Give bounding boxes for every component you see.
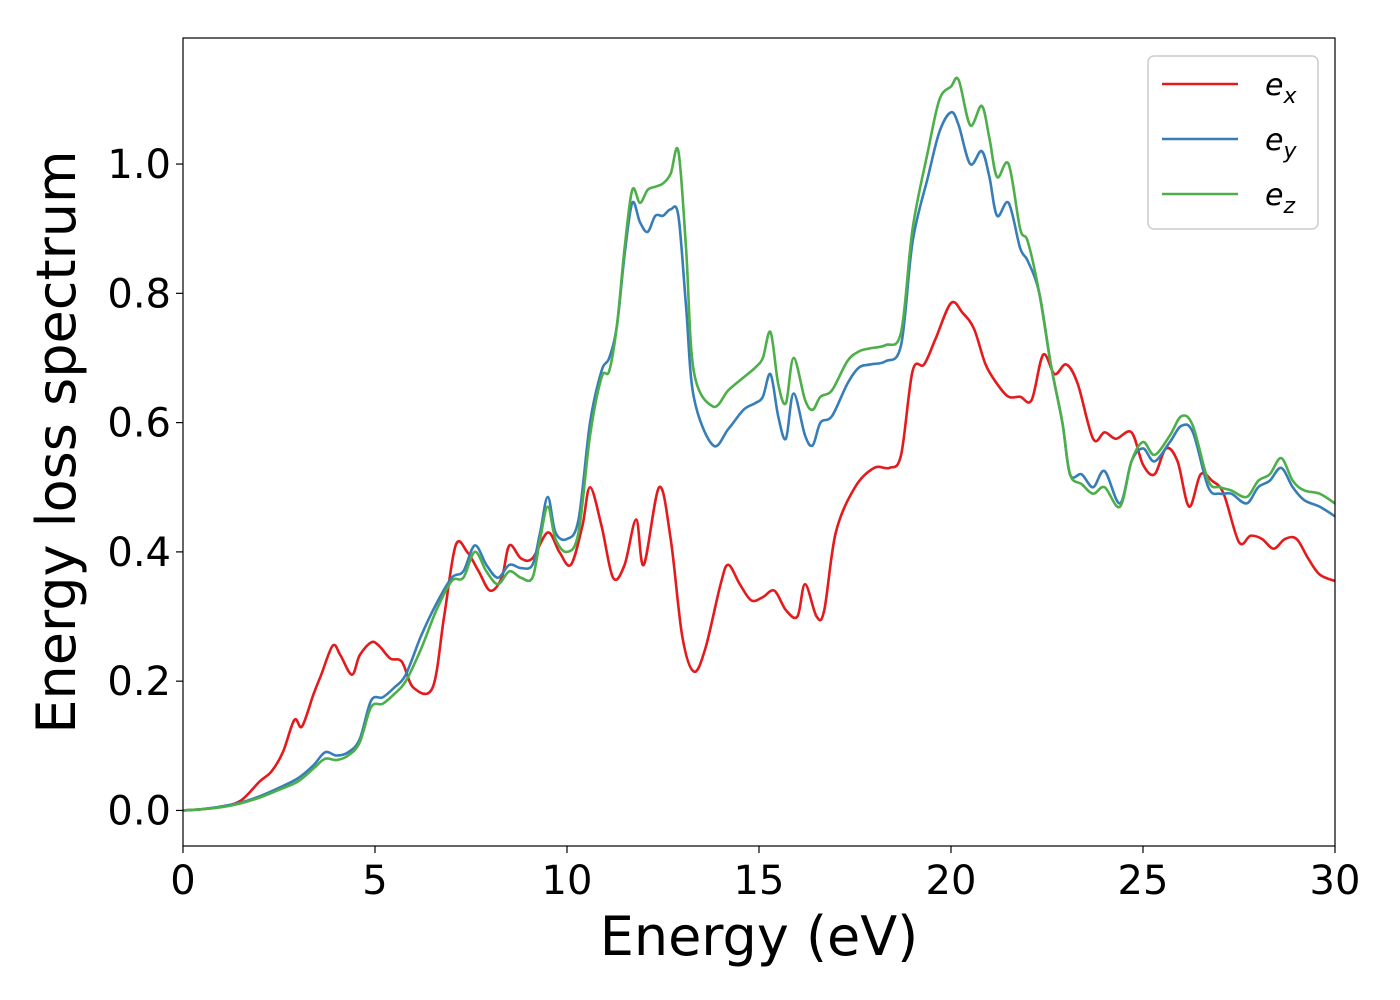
x-axis-label: Energy (eV) <box>600 905 919 968</box>
y-tick-label: 0.2 <box>107 659 171 705</box>
x-tick-label: 20 <box>926 858 977 904</box>
legend-label-e-x: ex <box>1265 68 1297 109</box>
y-axis: 0.0 0.2 0.4 0.6 0.8 1.0 <box>107 142 183 834</box>
legend: ex ey ez <box>1147 55 1319 230</box>
series-lines <box>183 76 1335 812</box>
x-tick-label: 25 <box>1118 858 1169 904</box>
x-tick-label: 15 <box>734 858 785 904</box>
y-axis-label: Energy loss spectrum <box>25 150 88 733</box>
x-tick-label: 30 <box>1310 858 1361 904</box>
y-tick-label: 0.8 <box>107 271 171 317</box>
y-tick-label: 1.0 <box>107 142 171 188</box>
series-line-e-z <box>183 76 1335 812</box>
legend-label-e-z: ez <box>1265 178 1295 219</box>
legend-label-e-y: ey <box>1265 123 1297 164</box>
y-tick-label: 0.4 <box>107 530 171 576</box>
y-tick-label: 0.0 <box>107 788 171 834</box>
x-axis: 0 5 10 15 20 25 30 <box>170 846 1360 904</box>
x-tick-label: 0 <box>170 858 195 904</box>
legend-box <box>1147 55 1319 230</box>
x-tick-label: 5 <box>362 858 387 904</box>
y-tick-label: 0.6 <box>107 401 171 447</box>
x-tick-label: 10 <box>542 858 593 904</box>
series-line-e-x <box>183 300 1335 812</box>
